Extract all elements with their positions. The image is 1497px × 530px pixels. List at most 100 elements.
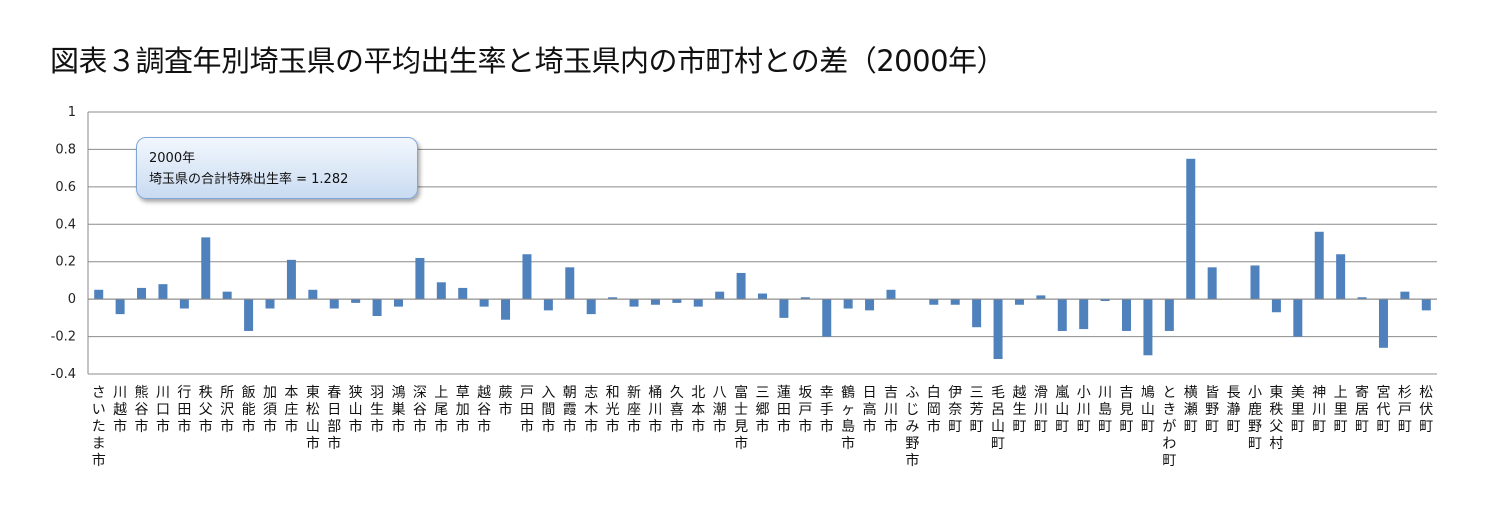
bar xyxy=(993,299,1003,360)
bar xyxy=(436,282,446,300)
bar xyxy=(372,299,382,316)
y-tick-label: 0.4 xyxy=(55,217,76,232)
bar xyxy=(650,299,660,305)
bar xyxy=(865,299,875,311)
bar xyxy=(522,254,532,300)
x-tick-label: 白岡市 xyxy=(927,385,941,435)
x-tick-label: 滑川町 xyxy=(1034,384,1048,435)
x-tick-label: 鳩山町 xyxy=(1141,385,1155,435)
bar xyxy=(1036,295,1046,300)
x-tick-label: ふじみ野市 xyxy=(905,385,919,469)
x-tick-label: 吉川市 xyxy=(884,385,898,435)
bar xyxy=(1421,299,1431,311)
x-tick-label: 鴻巣市 xyxy=(391,385,405,435)
x-tick-label: さいたま市 xyxy=(92,385,106,469)
x-tick-label: 三郷市 xyxy=(756,385,770,435)
bar xyxy=(1314,231,1324,300)
bars xyxy=(94,158,1431,360)
x-tick-label: 新座市 xyxy=(627,385,641,435)
annotation-box: 2000年 埼玉県の合計特殊出生率 = 1.282 xyxy=(136,137,418,199)
x-tick-label: 八潮市 xyxy=(713,385,727,435)
y-tick-label: 1 xyxy=(68,105,76,120)
bar xyxy=(886,289,896,300)
bar xyxy=(800,297,810,300)
x-tick-label: 伊奈町 xyxy=(948,385,962,435)
x-tick-label: 蕨市 xyxy=(499,385,513,418)
x-tick-label: 杉戸町 xyxy=(1398,385,1412,435)
x-tick-label: 草加市 xyxy=(456,385,470,435)
x-tick-label: 春日部市 xyxy=(327,385,341,452)
x-tick-label: 宮代町 xyxy=(1376,385,1390,435)
x-tick-label: 越谷市 xyxy=(477,385,491,435)
x-tick-label: 三芳町 xyxy=(970,385,984,435)
x-tick-label: 朝霞市 xyxy=(563,385,577,435)
x-tick-label: 北本市 xyxy=(691,385,705,435)
x-tick-label: 鶴ヶ島市 xyxy=(841,384,855,452)
y-tick-label: 0.8 xyxy=(55,142,76,157)
y-tick-label: 0.2 xyxy=(55,255,76,270)
bar xyxy=(1100,299,1110,302)
bar xyxy=(1057,299,1067,331)
x-tick-label: ときがわ町 xyxy=(1162,385,1176,469)
bar xyxy=(843,299,853,309)
y-tick-label: -0.4 xyxy=(51,367,76,382)
x-tick-label: 久喜市 xyxy=(670,385,684,435)
bar xyxy=(179,299,189,309)
x-tick-label: 飯能市 xyxy=(242,384,256,435)
x-tick-label: 富士見市 xyxy=(734,384,748,452)
x-tick-label: 狭山市 xyxy=(349,385,363,435)
bar xyxy=(608,297,618,300)
bar xyxy=(1164,299,1174,331)
bar xyxy=(115,299,125,315)
x-tick-label: 秩父市 xyxy=(199,385,213,435)
x-tick-label: 東秩父村 xyxy=(1269,385,1283,452)
x-tick-label: 日高市 xyxy=(863,385,877,435)
bar xyxy=(1079,299,1089,330)
y-tick-labels: 1 0.8 0.6 0.4 0.2 0 -0.2 -0.4 xyxy=(51,105,76,382)
x-tick-label: 羽生市 xyxy=(370,385,384,435)
bar xyxy=(715,291,725,300)
bar xyxy=(779,299,789,318)
bar xyxy=(501,299,511,320)
x-tick-label: 川島町 xyxy=(1098,385,1112,435)
bar xyxy=(286,259,296,300)
x-tick-label: 深谷市 xyxy=(413,385,427,435)
bar xyxy=(308,289,318,300)
bar xyxy=(1357,297,1367,300)
bar xyxy=(201,237,211,300)
bar xyxy=(693,299,703,307)
x-tick-label: 和光市 xyxy=(606,385,620,435)
bar xyxy=(629,299,639,307)
bar xyxy=(543,299,553,311)
x-tick-labels: さいたま市川越市熊谷市川口市行田市秩父市所沢市飯能市加須市本庄市東松山市春日部市… xyxy=(92,384,1434,469)
y-tick-label: 0 xyxy=(68,292,76,307)
bar xyxy=(1207,267,1217,300)
x-tick-label: 所沢市 xyxy=(220,385,234,435)
x-tick-label: 横瀬町 xyxy=(1184,385,1198,435)
x-tick-label: 坂戸市 xyxy=(798,385,812,435)
bar xyxy=(672,299,682,303)
bar xyxy=(1378,299,1388,348)
bar xyxy=(329,299,339,309)
x-tick-label: 桶川市 xyxy=(648,385,662,435)
x-tick-label: 志木市 xyxy=(584,385,598,435)
x-tick-label: 幸手市 xyxy=(820,385,834,435)
bar xyxy=(736,272,746,300)
bar xyxy=(1122,299,1132,331)
bar xyxy=(265,299,275,309)
bar xyxy=(415,257,425,300)
bar xyxy=(1400,291,1410,300)
bar xyxy=(94,289,104,300)
bar xyxy=(479,299,489,307)
x-tick-label: 熊谷市 xyxy=(135,385,149,435)
x-tick-label: 小鹿野町 xyxy=(1248,385,1262,452)
x-tick-label: 嵐山町 xyxy=(1055,385,1069,435)
x-tick-label: 入間市 xyxy=(541,385,555,435)
bar xyxy=(822,299,832,337)
bar xyxy=(222,291,232,300)
bar xyxy=(1143,299,1153,356)
x-tick-label: 松伏町 xyxy=(1419,385,1433,435)
bar xyxy=(1293,299,1303,337)
bar xyxy=(458,287,468,300)
